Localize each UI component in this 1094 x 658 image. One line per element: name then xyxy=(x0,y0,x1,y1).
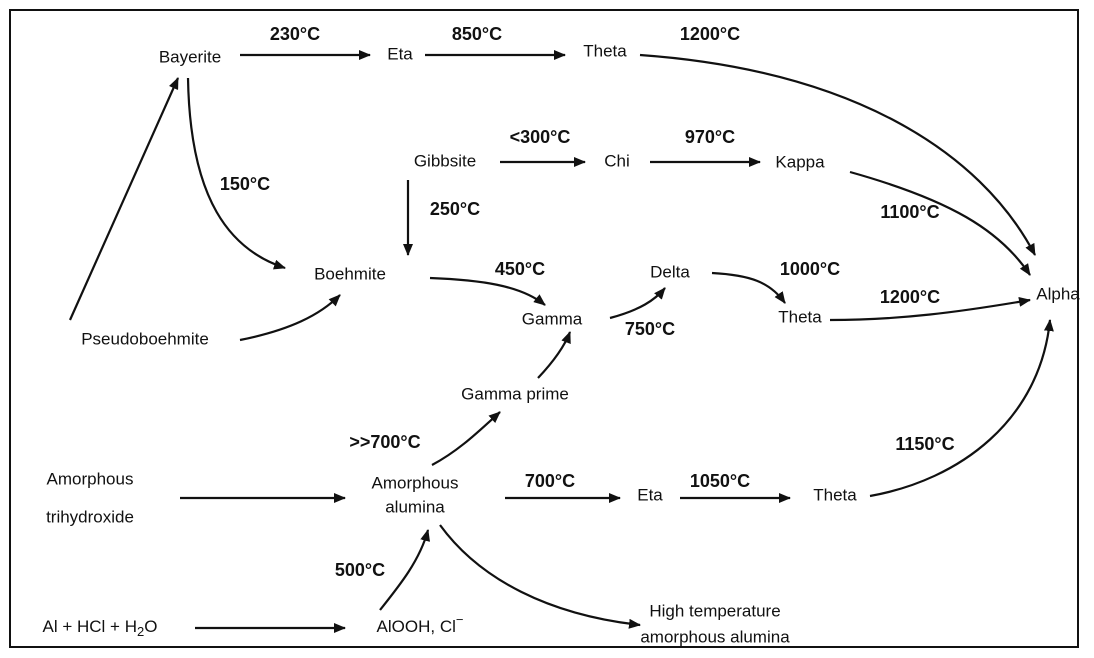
edge-label: 1150°C xyxy=(895,434,954,454)
edge-label: 1200°C xyxy=(680,24,740,44)
edge-label: <300°C xyxy=(510,127,571,147)
node: Amorphous xyxy=(47,469,134,488)
edge-label: 1000°C xyxy=(780,259,840,279)
node: amorphous alumina xyxy=(640,627,790,646)
node: Chi xyxy=(604,151,630,170)
subscript: 2 xyxy=(137,624,144,639)
nodes: Bayerite Eta Theta Gibbsite Chi Kappa Bo… xyxy=(43,41,1081,646)
edge-label: 970°C xyxy=(685,127,735,147)
text-part: Al + HCl + H xyxy=(43,617,137,636)
node: Al + HCl + H2O xyxy=(43,617,158,639)
node: Boehmite xyxy=(314,264,386,283)
edge-label: 850°C xyxy=(452,24,502,44)
node: Theta xyxy=(778,307,822,326)
node: Eta xyxy=(387,44,413,63)
edge-label: 750°C xyxy=(625,319,675,339)
edge-label: 450°C xyxy=(495,259,545,279)
edge-label: 1050°C xyxy=(690,471,750,491)
edge-labels: 230°C 850°C 1200°C <300°C 970°C 150°C 25… xyxy=(220,24,955,580)
node: Gamma prime xyxy=(461,384,569,403)
node: Theta xyxy=(813,485,857,504)
edge-label: 1200°C xyxy=(880,287,940,307)
arrows xyxy=(68,50,1054,633)
node: AlOOH, Cl− xyxy=(377,612,464,636)
edge-label: 1100°C xyxy=(880,202,939,222)
node: Kappa xyxy=(775,152,825,171)
node: Gamma xyxy=(522,309,583,328)
edge-label: 250°C xyxy=(430,199,480,219)
node: alumina xyxy=(385,497,445,516)
edge-label: 230°C xyxy=(270,24,320,44)
node: trihydroxide xyxy=(46,507,134,526)
node: Alpha xyxy=(1036,284,1080,303)
node: Eta xyxy=(637,485,663,504)
node: Delta xyxy=(650,262,690,281)
edge-label: >>700°C xyxy=(349,432,420,452)
node: Theta xyxy=(583,41,627,60)
node: High temperature xyxy=(649,601,780,620)
node: Amorphous xyxy=(372,473,459,492)
edge-label: 150°C xyxy=(220,174,270,194)
node: Gibbsite xyxy=(414,151,476,170)
edge-label: 700°C xyxy=(525,471,575,491)
text-part: O xyxy=(144,617,157,636)
edge-label: 500°C xyxy=(335,560,385,580)
superscript: − xyxy=(456,612,464,627)
node: Pseudoboehmite xyxy=(81,329,209,348)
frame xyxy=(9,9,1079,648)
node: Bayerite xyxy=(159,47,221,66)
text-part: AlOOH, Cl xyxy=(377,617,456,636)
